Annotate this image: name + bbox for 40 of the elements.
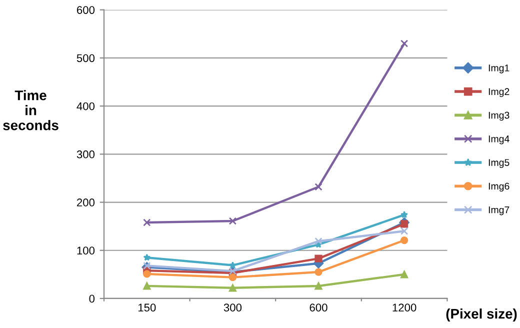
x-tick-label: 1200 <box>392 304 416 312</box>
legend-label: Img3 <box>488 112 510 121</box>
point <box>143 254 151 261</box>
x-tick-label: 150 <box>138 304 156 312</box>
legend-label: Img2 <box>488 88 510 97</box>
x-tick-label: 300 <box>224 304 242 312</box>
point <box>228 273 237 282</box>
point <box>228 284 237 292</box>
point <box>314 282 322 290</box>
point <box>400 40 408 48</box>
point <box>143 270 151 278</box>
point <box>228 217 237 225</box>
y-tick-label: 600 <box>77 6 95 14</box>
point <box>400 227 408 235</box>
y-tick-label: 500 <box>76 54 95 62</box>
point <box>400 270 408 278</box>
y-tick-label: 400 <box>76 102 95 110</box>
point <box>229 261 236 269</box>
y-tick-label: 100 <box>77 246 95 255</box>
point <box>400 210 408 218</box>
legend-label: Img7 <box>488 206 510 216</box>
legend-label: Img4 <box>488 136 510 144</box>
point <box>314 254 322 262</box>
x-tick-label: 600 <box>310 304 328 312</box>
y-tick-label: 0 <box>89 294 95 303</box>
point <box>314 183 322 191</box>
y-tick-label: 300 <box>76 150 95 158</box>
legend-label: Img5 <box>488 159 510 168</box>
point <box>400 220 408 228</box>
point <box>314 237 322 246</box>
legend-label: Img6 <box>488 182 510 192</box>
point <box>143 262 151 270</box>
x-axis-title: (Pixel size) <box>446 308 517 322</box>
legend-label: Img1 <box>488 64 510 74</box>
y-axis-title: Time in seconds <box>3 90 58 130</box>
point <box>400 236 408 244</box>
point <box>314 268 322 276</box>
y-tick-label: 200 <box>76 198 95 206</box>
point <box>143 282 151 290</box>
point <box>143 218 151 226</box>
